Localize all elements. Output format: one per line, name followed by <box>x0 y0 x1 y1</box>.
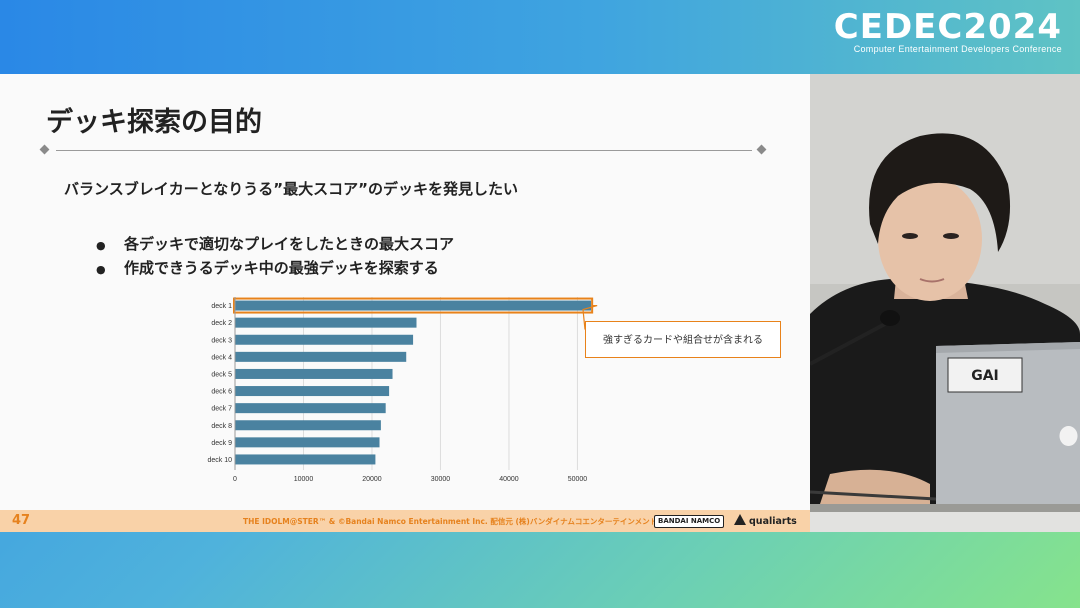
cedec-logo-main: CEDEC2024 <box>833 7 1062 47</box>
chart-bar <box>235 317 417 328</box>
presentation-slide: デッキ探索の目的 バランスブレイカーとなりうる”最大スコア”のデッキを発見したい… <box>0 74 810 532</box>
bullet-dot-icon: ● <box>96 263 106 276</box>
chart-tick-label: 40000 <box>499 476 519 483</box>
slide-subtitle: バランスブレイカーとなりうる”最大スコア”のデッキを発見したい <box>64 180 518 198</box>
chart-bar <box>235 437 380 448</box>
copyright-text: THE IDOLM@STER™ & ©Bandai Namco Entertai… <box>243 517 658 526</box>
chart-category-label: deck 9 <box>211 440 232 447</box>
chart-category-label: deck 8 <box>211 423 232 430</box>
deck-score-chart: 0 10000 20000 30000 40000 50000 deck 1 deck 2 de… <box>207 297 598 483</box>
cedec-logo: CEDEC2024 Computer Entertainment Develop… <box>834 8 1062 54</box>
speaker-image: GAI <box>810 74 1080 532</box>
chart-category-label: deck 1 <box>211 303 232 310</box>
chart-tick-label: 20000 <box>362 476 382 483</box>
chart-bar <box>235 368 393 379</box>
bandai-namco-logo: BANDAI NAMCO <box>654 515 725 528</box>
page-number: 47 <box>12 513 31 528</box>
slide-title: デッキ探索の目的 <box>46 107 262 138</box>
chart-bar <box>235 300 592 311</box>
cedec-logo-sub: Computer Entertainment Developers Confer… <box>853 44 1062 54</box>
qualiarts-mark-icon <box>734 514 746 525</box>
chart-category-label: deck 5 <box>211 371 232 378</box>
chart-callout: 強すぎるカードや組合せが含まれる <box>585 321 781 358</box>
divider-left-diamond-icon <box>39 144 50 155</box>
bullet-dot-icon: ● <box>96 239 106 252</box>
top-banner: CEDEC2024 Computer Entertainment Develop… <box>0 0 1080 74</box>
bullet-text: 作成できうるデッキ中の最強デッキを探索する <box>124 259 439 277</box>
chart-category-label: deck 6 <box>211 389 232 396</box>
chart-category-label: deck 4 <box>211 354 232 361</box>
chart-bar <box>235 334 414 345</box>
chart-bar <box>235 420 381 431</box>
chart-callout-connector <box>582 304 598 330</box>
chart-tick-label: 0 <box>233 476 237 483</box>
bullet-list: ● 各デッキで適切なプレイをしたときの最大スコア ● 作成できうるデッキ中の最強デッ… <box>96 232 454 280</box>
chart-tick-label: 30000 <box>431 476 451 483</box>
chart-bar <box>235 351 407 362</box>
chart-category-label: deck 10 <box>207 457 232 464</box>
bullet-text: 各デッキで適切なプレイをしたときの最大スコア <box>124 235 455 253</box>
chart-tick-label: 50000 <box>568 476 588 483</box>
qualiarts-logo: qualiarts <box>734 514 797 527</box>
bullet-item: ● 作成できうるデッキ中の最強デッキを探索する <box>96 256 454 280</box>
chart-bar <box>235 454 376 465</box>
bullet-item: ● 各デッキで適切なプレイをしたときの最大スコア <box>96 232 454 256</box>
divider-right-diamond-icon <box>756 144 767 155</box>
chart-bar <box>235 403 386 414</box>
chart-category-label: deck 2 <box>211 320 232 327</box>
qualiarts-logo-text: qualiarts <box>749 516 797 527</box>
slide-footer: 47 THE IDOLM@STER™ & ©Bandai Namco Enter… <box>0 510 810 532</box>
speaker-video: GAI <box>810 74 1080 532</box>
chart-category-label: deck 7 <box>211 406 232 413</box>
chart-tick-label: 10000 <box>294 476 314 483</box>
title-divider <box>56 150 752 151</box>
chart-bar <box>235 386 390 397</box>
svg-text:GAI: GAI <box>971 368 999 384</box>
chart-category-label: deck 3 <box>211 337 232 344</box>
